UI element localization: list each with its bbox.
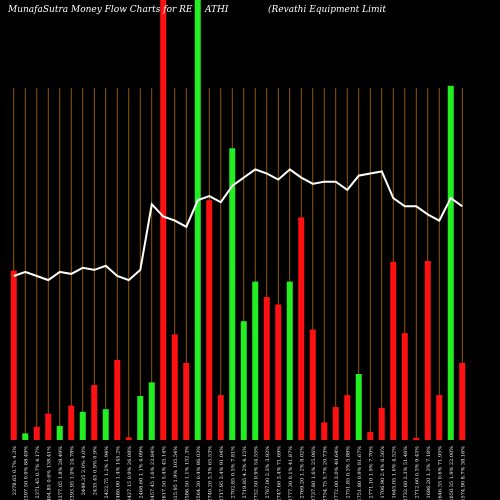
bar [321, 422, 328, 440]
x-tick-label: 1751.80 0.9% 81.67% [357, 446, 363, 500]
bar [390, 261, 397, 440]
bar [344, 395, 351, 440]
x-tick-label: 2740.20 3.3% 65.53% [207, 446, 213, 500]
x-tick-label: 2717.95 3.4% 91.04% [219, 446, 225, 500]
x-tick-label: 2615.95 1.9% 105.54% [173, 446, 179, 500]
x-tick-label: 1650.35 1.9% 22.00% [449, 446, 455, 500]
bar [33, 426, 40, 440]
bar [171, 334, 178, 440]
price-line [13, 168, 463, 282]
x-tick-label: 2586.50 1.1% 152.3% [184, 446, 190, 500]
x-tick-label: 2404.85 0.6% 138.41% [46, 446, 52, 500]
x-tick-label: 2719.85 4.2% 4.15% [242, 446, 248, 499]
x-tick-label: 2393.95 1.0% 24.78% [69, 446, 75, 500]
x-tick-label: 2754.75 5.7% 20.73% [322, 446, 328, 500]
x-tick-label: 2777.30 0.1% 41.87% [288, 446, 294, 500]
bar [436, 395, 443, 440]
bar [309, 329, 316, 440]
chart-title-left: MunafaSutra Money Flow Charts for RE [7, 5, 193, 15]
bar [79, 411, 86, 440]
x-tick-label: 2771.10 1.9% 7.70% [368, 446, 374, 499]
x-tick-label: 2617.50 5.4% 45.14% [161, 446, 167, 500]
x-tick-label: 2422.75 1.2% 1.94% [104, 446, 110, 499]
bar [355, 374, 362, 440]
x-tick-label: 2480.00 1.4% 145.2% [115, 446, 121, 500]
x-tick-label: 2378.65 0.7% 4.3% [12, 446, 18, 496]
bar-series [10, 0, 466, 441]
bar [183, 363, 190, 440]
x-tick-label: 2449.35 2.0% 4.0% [81, 446, 87, 496]
x-tick-label: 1574.90 8.7% 38.16% [460, 446, 466, 500]
x-tick-label: 2737.80 1.6% 25.06% [311, 446, 317, 500]
bar [56, 425, 63, 440]
bar [229, 148, 236, 440]
bar [424, 260, 431, 440]
bar [10, 270, 17, 440]
x-tick-label: 2772.00 3.0% 40.64% [334, 446, 340, 500]
x-tick-label: 2732.60 2.3% 51.46% [403, 446, 409, 500]
x-tick-label: 2435.45 0.9% 0.9% [92, 446, 98, 496]
bar [148, 382, 155, 440]
bar [194, 0, 201, 440]
bar [332, 407, 339, 440]
x-tick-label: 2751.85 0.3% 5.88% [345, 446, 351, 499]
x-tick-label: 2767.00 2.3% 3.93% [265, 446, 271, 499]
bar [217, 395, 224, 440]
x-tick-label: 2377.05 1.8% 28.49% [58, 446, 64, 500]
bar [275, 304, 282, 440]
bar [401, 333, 408, 440]
x-tick-labels: 2378.65 0.7% 4.3% 2397.50 0.9% 88.49% 2371… [12, 446, 467, 500]
x-tick-label: 2752.50 0.9% 54.55% [253, 446, 259, 500]
x-tick-label: 1686.20 1.3% 7.18% [426, 446, 432, 499]
x-tick-label: 1706.90 2.4% 6.56% [380, 446, 386, 499]
bar [413, 437, 420, 440]
x-tick-label: 1645.05 1.6% 4.52% [391, 446, 397, 499]
x-tick-label: 2747.60 3.4% 71.69% [276, 446, 282, 500]
x-tick-label: 2397.50 0.9% 88.49% [23, 446, 29, 500]
bar [68, 405, 75, 440]
bar [137, 396, 144, 440]
x-tick-label: 2466.60 1.1% 4.09% [138, 446, 144, 499]
bar [206, 200, 213, 440]
x-tick-label: 2371.45 0.7% 4.17% [35, 446, 41, 499]
bar [114, 359, 121, 440]
x-tick-label: 2564.30 0.4% 86.03% [196, 446, 202, 500]
bar [286, 281, 293, 440]
bar [102, 409, 109, 440]
bar [298, 217, 305, 440]
x-tick-label: 2427.15 0.9% 26.08% [127, 446, 133, 500]
bar [45, 413, 52, 440]
bar [263, 297, 270, 440]
bar [378, 407, 385, 440]
bar [459, 363, 466, 440]
x-tick-label: 1646.35 0.6% 71.95% [437, 446, 443, 500]
bar [91, 385, 98, 440]
x-tick-label: 2702.85 0.5% 7.81% [230, 446, 236, 499]
x-tick-label: 2769.20 1.2% 8.02% [299, 446, 305, 499]
bar [22, 433, 29, 440]
chart-title-mid: ATHI [204, 5, 229, 15]
bar [125, 437, 132, 440]
bar [240, 321, 247, 440]
chart-title-right: (Revathi Equipment Limit [268, 4, 386, 15]
bar [160, 0, 167, 440]
bar [367, 432, 374, 440]
x-tick-label: 2457.45 1.6% 23.84% [150, 446, 156, 500]
bar [447, 85, 454, 441]
x-tick-label: 2712.60 0.3% 9.43% [414, 446, 420, 499]
bar [252, 281, 259, 440]
